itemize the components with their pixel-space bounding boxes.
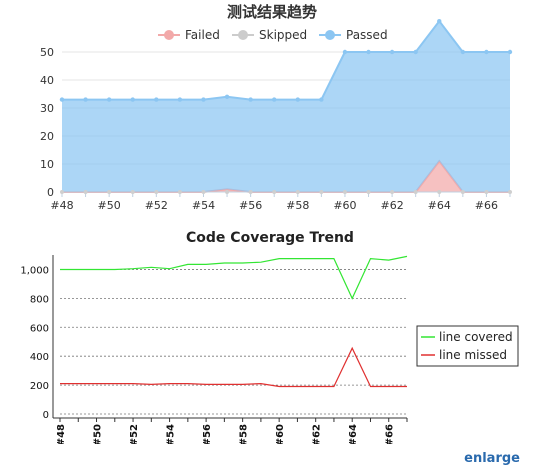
x-tick-label: #64: [428, 199, 451, 212]
legend-box: [416, 325, 519, 367]
data-point: [107, 190, 112, 194]
y-tick-label: 1,000: [20, 265, 49, 276]
data-point: [366, 190, 371, 194]
legend-label: Failed: [185, 28, 220, 42]
series-line-line-missed: [60, 346, 407, 388]
data-point: [201, 190, 206, 194]
data-point: [460, 190, 465, 194]
x-tick-label: #52: [129, 424, 140, 444]
chart-title: 测试结果趋势: [227, 3, 317, 21]
data-point: [177, 190, 182, 194]
chart-title: Code Coverage Trend: [186, 230, 354, 246]
data-point: [484, 49, 489, 55]
y-tick-label: 40: [40, 74, 54, 87]
legend-swatch-dot: [238, 30, 248, 40]
x-tick-label: #66: [385, 424, 396, 444]
axes: #48 #50 #52 #54 #56 #58 #60 #62 #64 #66: [50, 191, 511, 212]
data-point: [225, 190, 230, 194]
data-point: [366, 49, 371, 55]
legend-label: line covered: [439, 330, 513, 344]
data-point: [319, 97, 324, 102]
x-tick-label: #60: [275, 424, 286, 444]
y-tick-label: 50: [40, 46, 54, 59]
data-point: [177, 97, 183, 102]
y-tick-label: 600: [30, 323, 49, 334]
y-gridlines: 0 200 400 600 800 1,000: [20, 265, 407, 421]
test-results-trend-chart: 测试结果趋势 Failed Skipped Passed 0 10 20 30 40 50 #…: [40, 3, 513, 212]
y-tick-label: 400: [30, 352, 49, 363]
x-tick-label: #48: [56, 424, 67, 444]
y-tick-label: 10: [40, 158, 54, 171]
chart-legend: line covered line missed: [416, 325, 519, 367]
data-point: [319, 190, 324, 194]
x-tick-label: #64: [348, 424, 359, 444]
x-tick-label: #50: [93, 424, 104, 444]
x-tick-label: #48: [50, 199, 73, 212]
x-tick-label: #56: [202, 424, 213, 444]
x-tick-label: #54: [166, 424, 177, 444]
data-point: [272, 190, 277, 194]
data-point: [507, 49, 513, 55]
data-point: [83, 97, 88, 102]
series-area-passed: [62, 21, 510, 193]
legend-label: line missed: [439, 348, 507, 362]
data-point: [248, 190, 253, 194]
legend-label: Passed: [346, 28, 388, 42]
data-point: [248, 97, 253, 102]
data-point: [154, 97, 159, 102]
x-tick-label: #66: [475, 199, 498, 212]
chart-legend: Failed Skipped Passed: [158, 28, 388, 42]
y-tick-label: 0: [43, 410, 49, 421]
data-point: [272, 97, 277, 102]
data-point: [60, 190, 64, 194]
legend-swatch-dot: [325, 30, 335, 40]
data-point: [460, 49, 466, 55]
series-areas: [62, 19, 510, 193]
data-point: [437, 19, 442, 24]
x-tick-label: #58: [239, 424, 250, 444]
data-point: [389, 49, 395, 55]
data-point: [130, 190, 135, 194]
data-point: [224, 94, 230, 100]
legend-swatch-dot: [164, 30, 174, 40]
data-point: [342, 49, 348, 55]
x-tick-label: #58: [286, 199, 309, 212]
data-point: [130, 97, 135, 102]
data-point: [106, 97, 112, 102]
legend-label: Skipped: [259, 28, 307, 42]
x-tick-label: #56: [239, 199, 262, 212]
data-point: [295, 190, 300, 194]
data-point: [508, 190, 512, 194]
x-tick-label: #62: [312, 424, 323, 444]
data-point: [154, 190, 159, 194]
data-point: [342, 190, 347, 194]
code-coverage-trend-chart: Code Coverage Trend 0 200 400 600 800 1,000 #…: [20, 230, 519, 444]
x-tick-label: #54: [192, 199, 215, 212]
enlarge-link[interactable]: enlarge: [464, 451, 520, 466]
data-point: [484, 190, 489, 194]
data-point: [390, 190, 395, 194]
y-tick-label: 800: [30, 294, 49, 305]
y-tick-label: 30: [40, 102, 54, 115]
x-tick-label: #52: [145, 199, 168, 212]
x-tick-label: #60: [333, 199, 356, 212]
series-line-line-covered: [60, 255, 408, 300]
y-tick-label: 20: [40, 130, 54, 143]
axes: #48 #50 #52 #54 #56 #58 #60 #62 #64 #66: [52, 255, 408, 444]
data-point: [83, 190, 88, 194]
data-point: [437, 190, 442, 194]
y-tick-label: 200: [30, 381, 49, 392]
y-tick-label: 0: [47, 186, 54, 199]
data-point: [295, 97, 300, 102]
data-point: [413, 49, 418, 55]
data-point: [59, 97, 65, 102]
series-lines: [60, 255, 408, 388]
x-tick-label: #62: [380, 199, 403, 212]
data-point: [413, 190, 418, 194]
x-tick-label: #50: [98, 199, 121, 212]
series-line-passed: [62, 19, 510, 101]
data-point: [201, 97, 206, 102]
series-points: [59, 19, 513, 194]
